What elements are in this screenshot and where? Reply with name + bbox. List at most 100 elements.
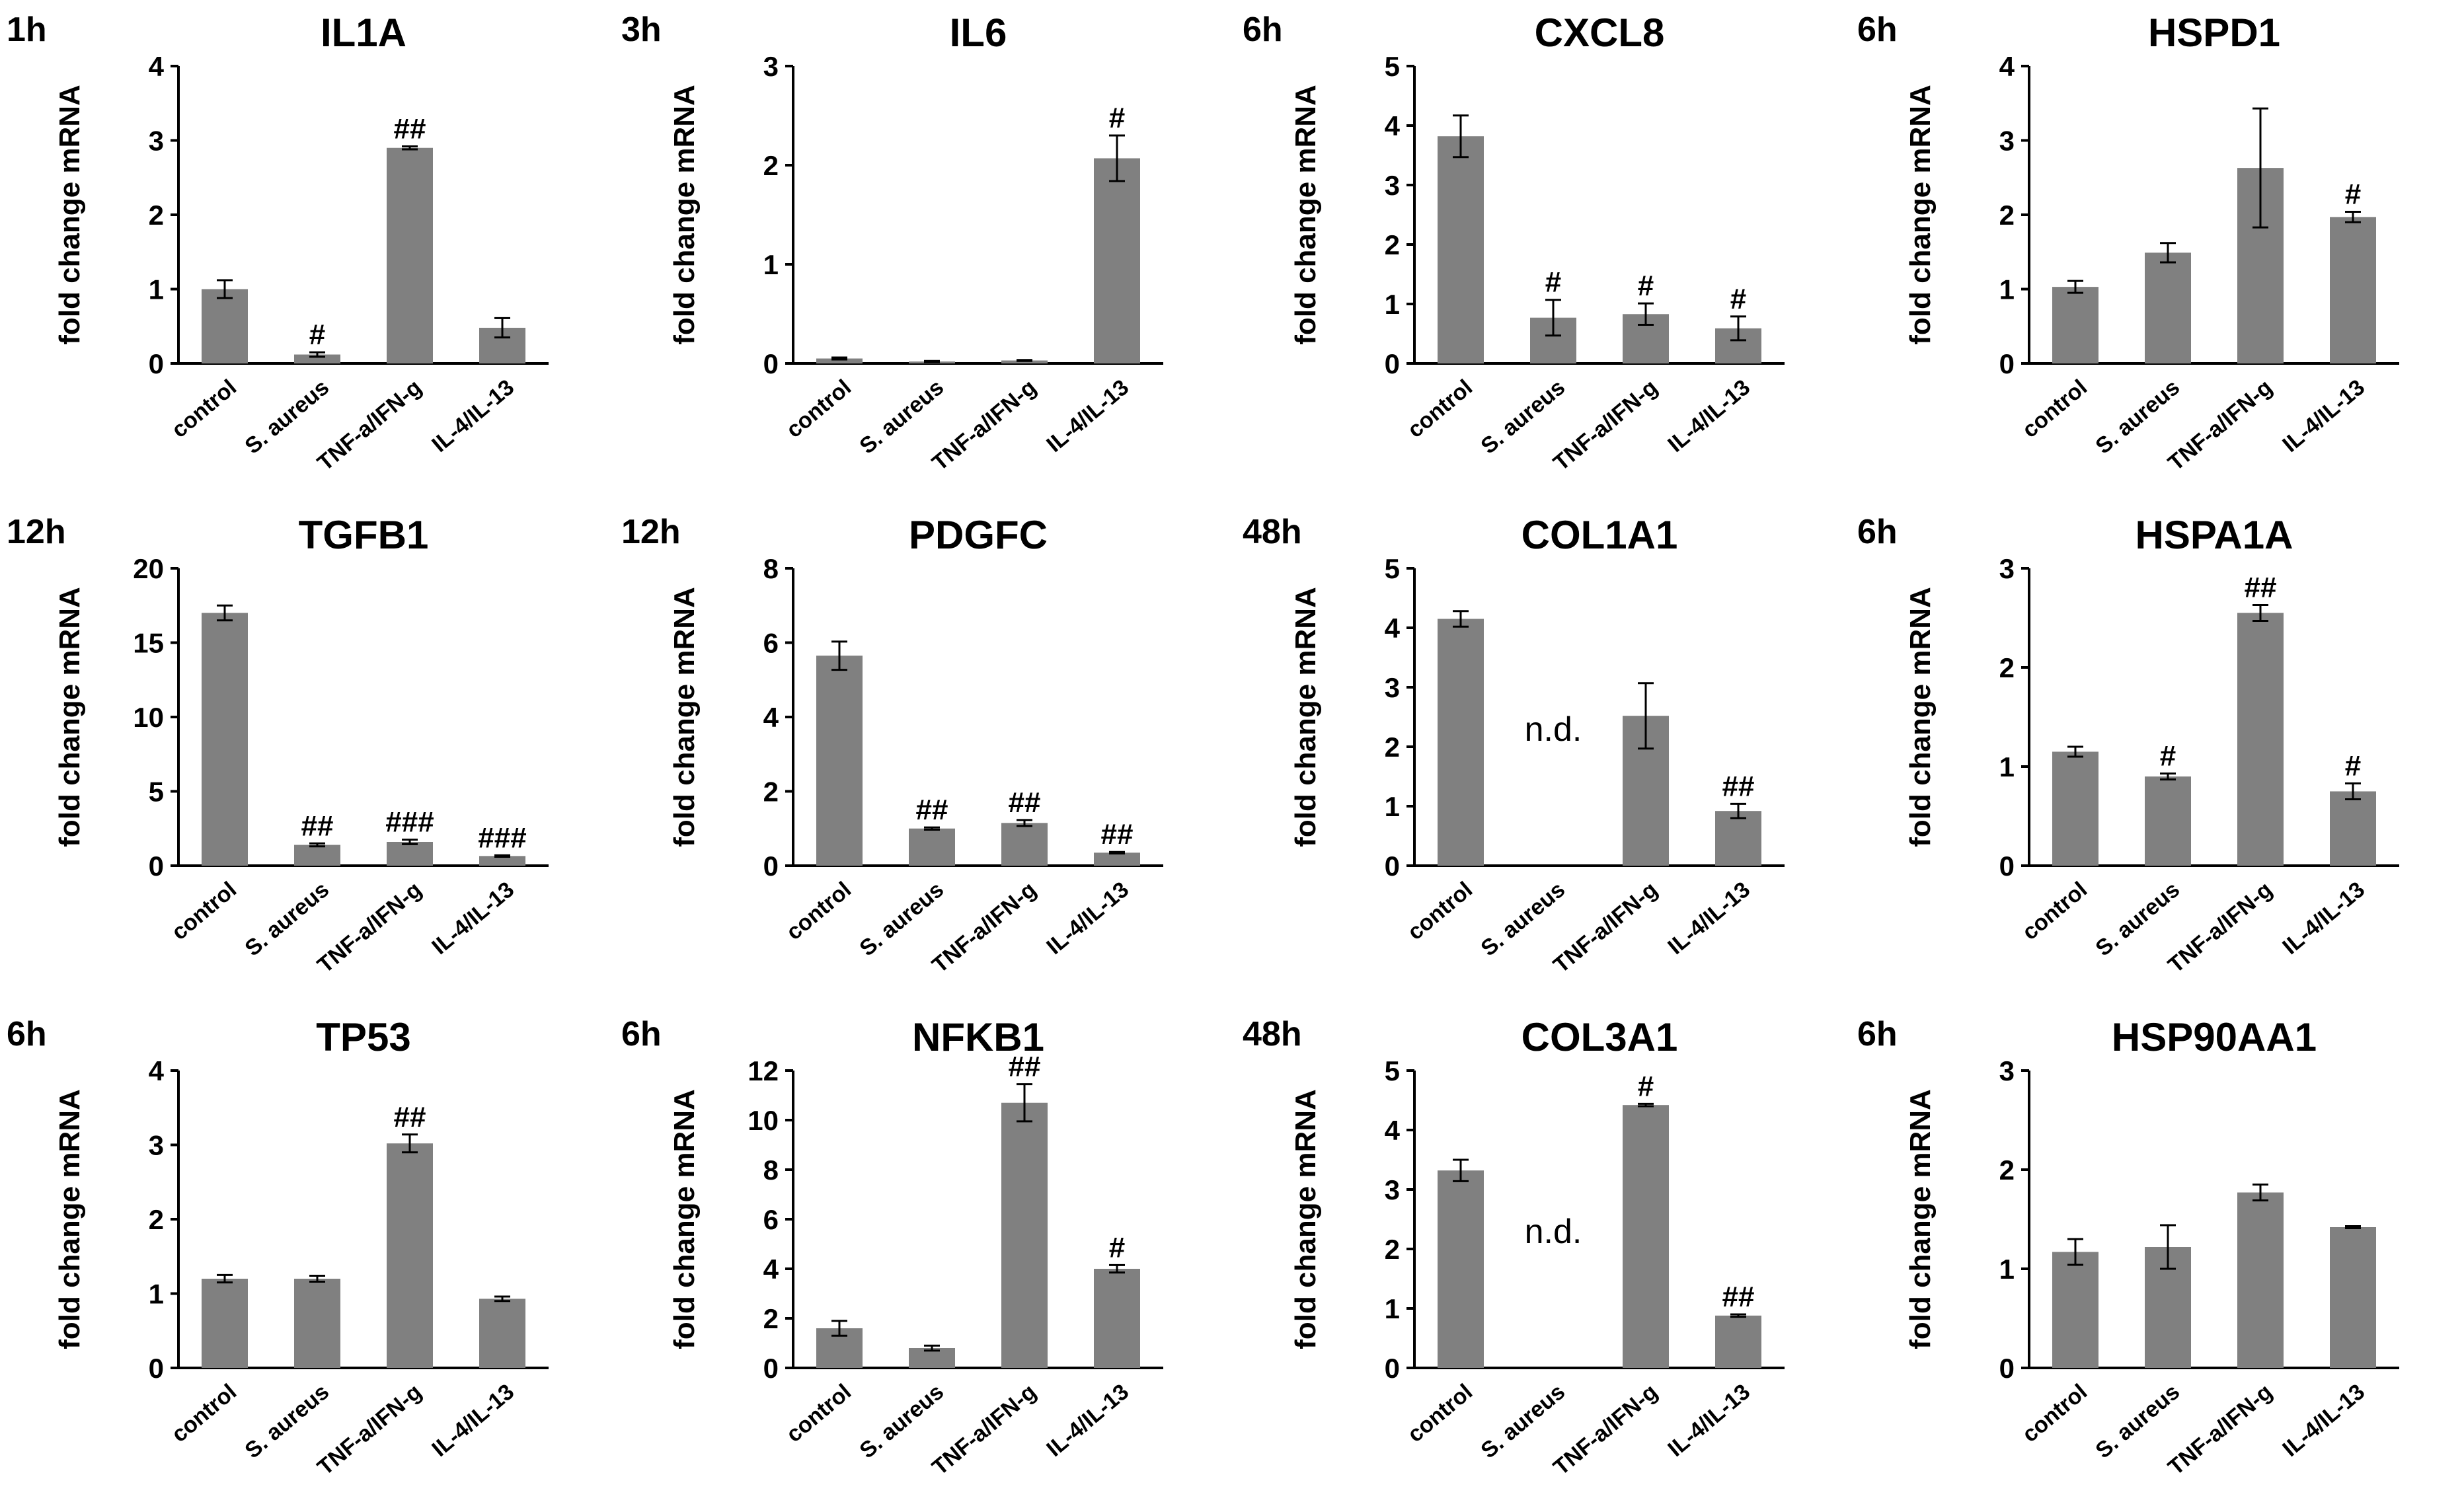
y-tick-label: 4 — [149, 51, 165, 82]
x-category-label: S. aureus — [855, 877, 948, 962]
timepoint-label: 12h — [7, 513, 66, 551]
timepoint-label: 6h — [1857, 11, 1898, 49]
chart-title: HSPA1A — [2136, 513, 2293, 557]
significance-mark: ## — [394, 1101, 426, 1133]
not-detected-label: n.d. — [1525, 710, 1582, 749]
x-category-label: IL-4/IL-13 — [1663, 1379, 1755, 1462]
x-category-label: control — [2017, 375, 2092, 443]
timepoint-label: 6h — [1857, 513, 1898, 551]
bar-control — [2052, 751, 2098, 866]
y-axis-label: fold change mRNA — [1904, 587, 1937, 847]
y-tick-label: 3 — [1999, 1055, 2015, 1086]
x-category-label: control — [1403, 375, 1477, 443]
bar-il-4-il-13 — [2330, 217, 2376, 363]
y-axis-label: fold change mRNA — [1904, 1089, 1937, 1349]
y-tick-label: 2 — [1999, 1154, 2015, 1186]
y-axis-label: fold change mRNA — [54, 85, 86, 345]
significance-mark: ## — [301, 810, 334, 842]
x-category-label: S. aureus — [1476, 1379, 1570, 1464]
y-tick-label: 2 — [763, 776, 779, 808]
y-tick-label: 10 — [748, 1105, 779, 1136]
significance-mark: # — [2345, 750, 2361, 782]
y-axis-label: fold change mRNA — [668, 587, 701, 847]
timepoint-label: 6h — [1857, 1015, 1898, 1053]
bar-control — [202, 613, 248, 866]
y-tick-label: 5 — [1385, 553, 1400, 584]
bar-control — [816, 656, 863, 866]
y-tick-label: 4 — [763, 1254, 779, 1285]
x-category-label: S. aureus — [240, 1379, 334, 1464]
x-category-label: S. aureus — [855, 375, 948, 459]
significance-mark: # — [1730, 283, 1746, 315]
y-axis-label: fold change mRNA — [1290, 1089, 1322, 1349]
panel-pdgfc: 12h PDGFC fold change mRNA 0 2 4 6 8 control ## S.… — [621, 513, 1163, 978]
panel-cxcl8: 6h CXCL8 fold change mRNA 0 1 2 3 4 5 control # S. … — [1243, 11, 1785, 476]
significance-mark: # — [1545, 266, 1561, 299]
x-category-label: IL-4/IL-13 — [2278, 375, 2369, 457]
significance-mark: # — [2345, 178, 2361, 211]
significance-mark: # — [1638, 1070, 1654, 1102]
y-tick-label: 4 — [763, 702, 779, 733]
chart-title: NFKB1 — [912, 1015, 1044, 1059]
y-axis-label: fold change mRNA — [1290, 587, 1322, 847]
x-category-label: IL-4/IL-13 — [1042, 877, 1134, 960]
bar-tnf-a-ifn-g — [387, 1143, 433, 1368]
y-tick-label: 2 — [1385, 229, 1400, 260]
x-category-label: control — [167, 877, 241, 945]
bar-il-4-il-13 — [1094, 1269, 1140, 1368]
timepoint-label: 48h — [1243, 513, 1302, 551]
x-category-label: IL-4/IL-13 — [427, 375, 519, 457]
significance-mark: # — [2160, 740, 2176, 773]
significance-mark: ## — [1722, 770, 1755, 802]
significance-mark: # — [1109, 102, 1125, 134]
y-tick-label: 4 — [149, 1055, 165, 1086]
x-category-label: S. aureus — [855, 1379, 948, 1464]
x-category-label: S. aureus — [240, 375, 334, 459]
y-axis-label: fold change mRNA — [668, 85, 701, 345]
bar-s-aureus — [2145, 776, 2191, 866]
bar-control — [1438, 1170, 1484, 1368]
panel-hsp90aa1: 6h HSP90AA1 fold change mRNA 0 1 2 3 controlS. … — [1857, 1015, 2399, 1480]
x-category-label: S. aureus — [2091, 877, 2184, 962]
bar-il-4-il-13 — [2330, 1227, 2376, 1368]
timepoint-label: 3h — [621, 11, 662, 49]
x-category-label: S. aureus — [1476, 877, 1570, 962]
chart-title: TGFB1 — [299, 513, 429, 557]
bar-tnf-a-ifn-g — [2237, 613, 2284, 866]
chart-title: COL3A1 — [1521, 1015, 1678, 1059]
y-tick-label: 1 — [1385, 791, 1400, 822]
y-tick-label: 15 — [133, 628, 164, 659]
chart-title: IL1A — [321, 11, 406, 55]
bar-s-aureus — [294, 354, 340, 363]
y-tick-label: 1 — [763, 249, 779, 280]
y-tick-label: 1 — [1385, 289, 1400, 320]
bar-control — [202, 1279, 248, 1368]
significance-mark: ### — [385, 806, 434, 839]
bar-tnf-a-ifn-g — [1623, 1105, 1669, 1368]
y-tick-label: 1 — [1999, 1254, 2015, 1285]
y-tick-label: 6 — [763, 628, 779, 659]
y-tick-label: 0 — [1385, 1353, 1400, 1384]
timepoint-label: 6h — [7, 1015, 47, 1053]
y-tick-label: 1 — [149, 274, 164, 305]
y-tick-label: 1 — [1385, 1293, 1400, 1324]
bar-tnf-a-ifn-g — [1001, 1102, 1048, 1368]
timepoint-label: 1h — [7, 11, 47, 49]
bar-control — [816, 358, 863, 363]
x-category-label: control — [2017, 1379, 2092, 1447]
x-category-label: IL-4/IL-13 — [1042, 1379, 1134, 1462]
bar-il-4-il-13 — [2330, 791, 2376, 866]
bar-il-4-il-13 — [1094, 158, 1140, 363]
chart-title: HSPD1 — [2148, 11, 2280, 55]
x-category-label: control — [167, 375, 241, 443]
y-tick-label: 0 — [1999, 348, 2015, 379]
x-category-label: IL-4/IL-13 — [1042, 375, 1134, 457]
panel-tgfb1: 12h TGFB1 fold change mRNA 0 5 10 15 20 control #… — [7, 513, 549, 978]
significance-mark: ## — [2245, 572, 2277, 604]
significance-mark: ## — [1101, 818, 1134, 850]
panel-il1a: 1h IL1A fold change mRNA 0 1 2 3 4 control # S. au… — [7, 11, 549, 476]
chart-title: CXCL8 — [1535, 11, 1665, 55]
